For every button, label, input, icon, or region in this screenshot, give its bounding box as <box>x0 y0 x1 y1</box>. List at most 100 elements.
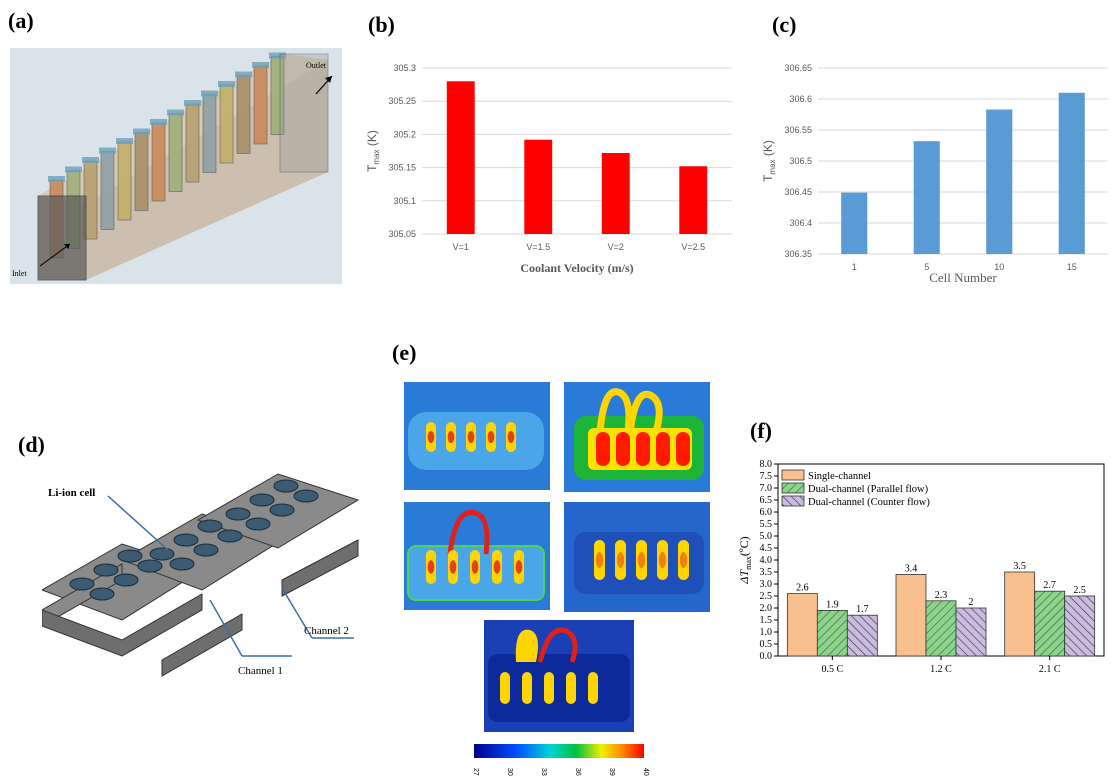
inlet-label: Inlet <box>12 269 27 278</box>
hot-core <box>679 552 688 568</box>
bar <box>841 192 868 254</box>
cell-cap <box>65 166 82 173</box>
bar <box>895 574 927 657</box>
battery-cell <box>117 141 132 221</box>
y-tick-label: 305.15 <box>388 163 416 173</box>
y-tick-label: 2.5 <box>760 591 773 602</box>
legend-label: Dual-channel (Counter flow) <box>808 497 930 508</box>
li-ion-cell <box>137 559 163 573</box>
data-label: 1.9 <box>826 599 839 610</box>
hot-core <box>427 560 435 574</box>
cell-cap <box>269 52 286 59</box>
li-ion-cell <box>149 547 175 561</box>
hot-core <box>493 560 501 574</box>
cell-cap <box>48 176 65 182</box>
hot-core <box>523 681 531 695</box>
x-tick-label: V=2.5 <box>681 242 705 252</box>
li-ion-cell <box>173 533 199 547</box>
y-tick-label: 306.45 <box>784 187 812 197</box>
colorbar <box>474 744 644 758</box>
x-tick-label: 5 <box>924 262 929 272</box>
x-tick-label: V=1 <box>453 242 469 252</box>
li-ion-cell <box>197 519 223 533</box>
bar <box>601 152 630 234</box>
contour-4 <box>564 502 710 612</box>
hot-core <box>618 442 628 456</box>
hot-core <box>678 442 688 456</box>
hot-core <box>589 681 597 695</box>
battery-cell <box>219 84 234 164</box>
hot-core <box>598 442 608 456</box>
battery-cell <box>185 103 200 183</box>
li-ion-cell <box>69 577 95 591</box>
data-label: 3.4 <box>905 563 918 574</box>
bar <box>524 139 553 234</box>
y-tick-label: 306.65 <box>784 63 812 73</box>
bar <box>1064 595 1096 657</box>
x-tick-label: 15 <box>1067 262 1077 272</box>
data-label: 2.5 <box>1073 585 1086 596</box>
y-tick-label: 4.0 <box>760 555 773 566</box>
y-label-unit: (K) <box>365 130 379 149</box>
legend-label: Single-channel <box>808 471 871 482</box>
li-ion-cell <box>193 543 219 557</box>
cell-cap <box>116 138 133 144</box>
bar <box>925 600 957 657</box>
bar <box>679 166 708 234</box>
bar <box>1058 92 1085 254</box>
battery-cell <box>253 65 268 145</box>
x-tick-label: V=1.5 <box>526 242 550 252</box>
chart-b: 305.05 305.1 305.15 305.2 305.25 305.3 V=1 V=1.… <box>365 63 732 275</box>
li-ion-cell <box>93 563 119 577</box>
hot-core <box>595 552 604 568</box>
battery-cell <box>202 94 217 173</box>
legend-swatch <box>781 482 805 494</box>
y-label-sub: max <box>768 159 777 174</box>
panel-label-a: (a) <box>8 8 34 33</box>
bar <box>1004 571 1036 657</box>
y-tick-label: 8.0 <box>760 459 773 470</box>
li-ion-cell <box>113 573 139 587</box>
y-axis-label: ΔTmax(ºC) <box>737 536 753 584</box>
cell-cap <box>150 119 167 125</box>
data-label: 2.7 <box>1043 580 1056 591</box>
y-tick-label: 4.5 <box>760 543 773 554</box>
battery-module-illustration: Outlet Inlet <box>10 48 342 284</box>
contour-5 <box>484 620 634 732</box>
panel-label-d: (d) <box>18 432 45 457</box>
cell-cap <box>201 90 218 97</box>
cell-cap <box>133 128 150 135</box>
x-tick-label: 1.2 C <box>930 664 952 675</box>
y-tick-label: 1.0 <box>760 627 773 638</box>
li-ion-cell <box>225 507 251 521</box>
y-tick-label: 7.0 <box>760 483 773 494</box>
bar <box>1034 590 1066 657</box>
y-tick-label: 5.0 <box>760 531 773 542</box>
panel-label-b: (b) <box>368 12 395 37</box>
bar <box>816 609 848 657</box>
hot-core <box>471 560 479 574</box>
thermal-contour-grid: 27 30 33 36 39 40 <box>404 382 714 779</box>
hot-core <box>501 681 509 695</box>
y-label-unit: (ºC) <box>737 536 751 556</box>
panel-label-f: (f) <box>750 418 772 443</box>
cell-cap <box>99 147 116 154</box>
li-ion-cell <box>169 557 195 571</box>
hot-core <box>638 442 648 456</box>
li-ion-cell <box>273 479 299 493</box>
cell-cap <box>82 157 99 163</box>
y-label-unit: (K) <box>761 140 775 159</box>
y-tick-label: 305.3 <box>393 63 416 73</box>
y-tick-label: 306.4 <box>789 218 812 228</box>
cell-cap <box>218 81 235 87</box>
li-ion-cell <box>245 517 271 531</box>
y-tick-label: 3.0 <box>760 579 773 590</box>
legend-swatch <box>781 469 805 481</box>
cell-cap <box>167 109 184 116</box>
hot-core <box>447 431 455 443</box>
y-tick-label: 5.5 <box>760 519 773 530</box>
hot-core <box>487 431 495 443</box>
data-label: 1.7 <box>856 604 869 615</box>
hot-core <box>658 552 667 568</box>
bar <box>846 614 878 657</box>
